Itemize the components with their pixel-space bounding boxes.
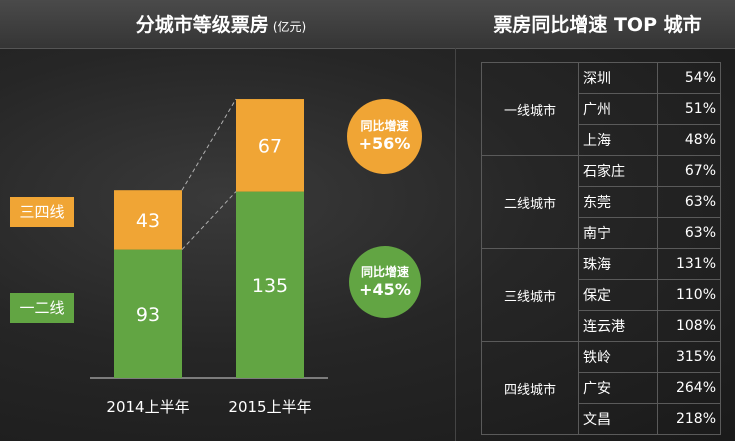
city-cell: 连云港 — [578, 310, 658, 342]
city-cell: 深圳 — [578, 62, 658, 94]
growth-cell: 218% — [657, 403, 721, 435]
x-tick-label: 2015上半年 — [228, 398, 311, 416]
city-cell: 珠海 — [578, 248, 658, 280]
city-cell: 广安 — [578, 372, 658, 404]
table-row: 连云港 108% — [482, 310, 721, 342]
bar-value-label: 93 — [136, 304, 160, 326]
table-row: 文昌 218% — [482, 403, 721, 435]
growth-cell: 63% — [657, 186, 721, 218]
chart-title: 分城市等级票房 (亿元) — [0, 10, 442, 37]
top-cities-table: 一线城市 深圳 54% 广州 51% 上海 48% 二线城市 石家庄 67% 东… — [481, 62, 721, 435]
city-cell: 石家庄 — [578, 155, 658, 187]
table-row: 四线城市 铁岭 315% — [481, 341, 721, 435]
chart-unit: (亿元) — [272, 20, 307, 34]
tier-cell: 二线城市 — [481, 155, 579, 249]
legend-tier34: 三四线 — [10, 197, 74, 227]
table-row: 三线城市 珠海 131% — [481, 248, 721, 342]
tier-cell: 四线城市 — [481, 341, 579, 435]
growth-cell: 51% — [657, 93, 721, 125]
tier-cell: 一线城市 — [481, 62, 579, 156]
growth-label: 同比增速 — [360, 119, 409, 133]
growth-value: +56% — [358, 134, 411, 153]
bar-segment-tier12 — [114, 249, 182, 378]
city-cell: 上海 — [578, 124, 658, 156]
bar-segment-tier34 — [236, 99, 304, 192]
growth-cell: 63% — [657, 217, 721, 249]
growth-cell: 54% — [657, 62, 721, 94]
city-cell: 保定 — [578, 279, 658, 311]
bar-segment-tier34 — [114, 190, 182, 250]
growth-value: +45% — [359, 279, 411, 299]
city-cell: 南宁 — [578, 217, 658, 249]
growth-cell: 108% — [657, 310, 721, 342]
table-row: 广安 264% — [482, 372, 721, 404]
growth-cell: 264% — [657, 372, 721, 404]
bar-value-label: 67 — [258, 135, 282, 157]
table-row: 广州 51% — [482, 93, 721, 125]
city-cell: 铁岭 — [578, 341, 658, 373]
panel-divider — [455, 48, 456, 441]
bar-value-label: 135 — [252, 275, 288, 297]
table-row: 东莞 63% — [482, 186, 721, 218]
table-row: 二线城市 石家庄 67% — [481, 155, 721, 249]
growth-cell: 110% — [657, 279, 721, 311]
connector-line — [181, 98, 237, 191]
table-row: 一线城市 深圳 54% — [481, 62, 721, 156]
growth-cell: 48% — [657, 124, 721, 156]
bar-segment-tier12 — [236, 191, 304, 378]
table-row: 上海 48% — [482, 124, 721, 156]
stacked-bar-chart: 93 43 2014上半年 135 67 2015上半年 — [90, 98, 328, 416]
city-cell: 东莞 — [578, 186, 658, 218]
growth-bubble-tier34: 同比增速 +56% — [347, 99, 422, 174]
city-cell: 文昌 — [578, 403, 658, 435]
header-band — [0, 0, 735, 49]
connector-line — [181, 191, 237, 250]
city-cell: 广州 — [578, 93, 658, 125]
growth-label: 同比增速 — [360, 264, 409, 279]
growth-bubble-tier12: 同比增速 +45% — [349, 246, 421, 318]
table-row: 保定 110% — [482, 279, 721, 311]
table-title: 票房同比增速 TOP 城市 — [493, 14, 702, 36]
x-tick-label: 2014上半年 — [106, 398, 189, 416]
growth-cell: 315% — [657, 341, 721, 373]
chart-title-text: 分城市等级票房 — [135, 14, 269, 36]
growth-cell: 131% — [657, 248, 721, 280]
bar-value-label: 43 — [136, 210, 160, 232]
tier-cell: 三线城市 — [481, 248, 579, 342]
legend-tier12: 一二线 — [10, 293, 74, 323]
growth-cell: 67% — [657, 155, 721, 187]
